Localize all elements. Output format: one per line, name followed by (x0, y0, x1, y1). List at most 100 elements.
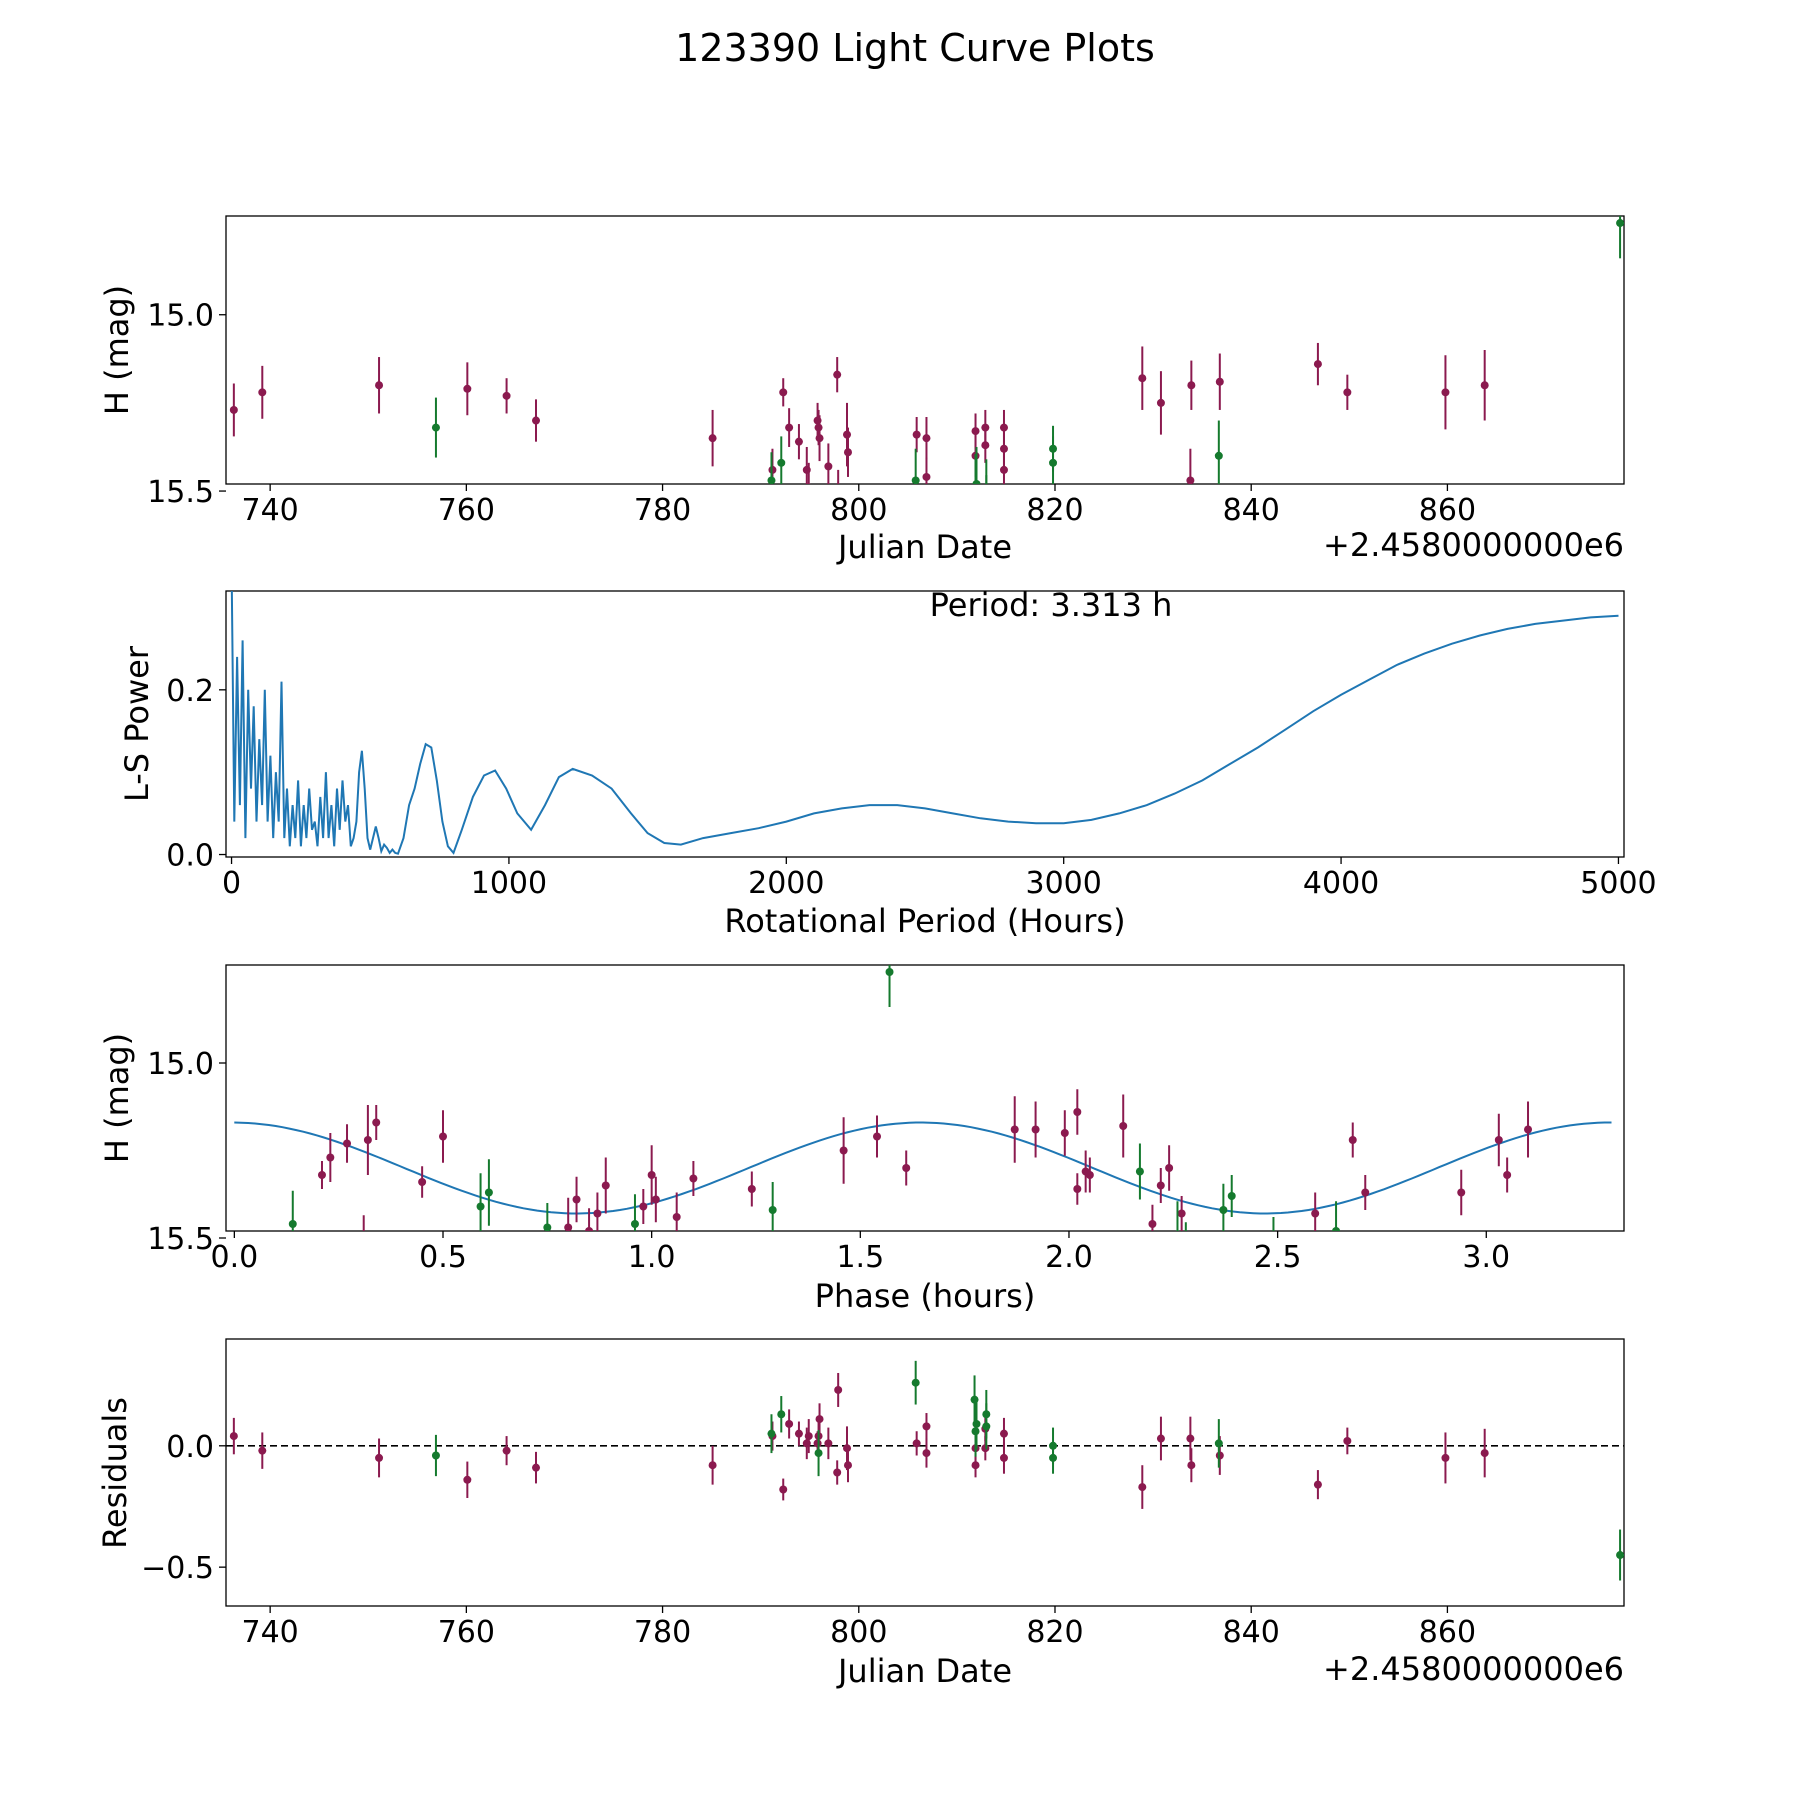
residuals-green-point (972, 1419, 981, 1428)
residuals-green-point (767, 1429, 776, 1438)
lightcurve-red-point (971, 427, 980, 436)
phased-red-point (1073, 1185, 1082, 1193)
lightcurve-red-point (999, 444, 1008, 453)
lightcurve-red-point (981, 441, 990, 450)
lightcurve-green-point (982, 505, 990, 513)
phased-ytick-label: 15.0 (147, 1047, 214, 1082)
lightcurve-red-point (1156, 398, 1165, 407)
lightcurve-red-point (229, 405, 238, 414)
periodogram-axes: 0 1000 2000 3000 4000 5000 0.0 0.2 (166, 674, 1656, 901)
residuals-red-point (1343, 1436, 1352, 1445)
residuals-green-point (814, 1449, 823, 1458)
lightcurve-green-point (911, 476, 920, 484)
phased-xtick-label: 2.5 (1254, 1240, 1302, 1275)
phased-plot-frame (225, 964, 1625, 1232)
lightcurve-red-point (1186, 476, 1195, 484)
residuals-red-point (785, 1419, 794, 1428)
phased-red-point (1177, 1209, 1186, 1218)
residuals-axes: 740 760 780 800 820 840 860 0.0 −0.5 (141, 1430, 1476, 1650)
phased-red-point (363, 1136, 372, 1144)
lightcurve-red-point (1480, 381, 1489, 390)
lightcurve-red-point (785, 423, 794, 432)
lightcurve-red-point (824, 462, 833, 471)
phased-marks (234, 965, 1612, 1274)
lightcurve-xtick-label: 760 (438, 493, 495, 528)
lightcurve-ylabel: H (mag) (98, 285, 136, 415)
lightcurve-xtick-label: 820 (1026, 493, 1083, 528)
phased-green-point (484, 1188, 493, 1197)
phased-red-point (593, 1209, 602, 1218)
residuals-plot-frame (225, 1338, 1625, 1607)
residuals-xtick-label: 860 (1419, 1615, 1476, 1650)
phased-red-point (564, 1223, 573, 1231)
phased-green-point (1219, 1206, 1228, 1214)
residuals-red-point (999, 1453, 1008, 1462)
periodogram-ytick-label: 0.0 (166, 839, 214, 874)
phased-red-point (1010, 1125, 1019, 1134)
residuals-red-point (229, 1432, 238, 1441)
lightcurve-red-point (794, 437, 803, 446)
lightcurve-red-point (833, 370, 842, 379)
phased-red-point (1361, 1188, 1370, 1197)
phased-red-point (601, 1181, 610, 1190)
phased-red-point (1311, 1209, 1320, 1218)
phased-green-point (1182, 1252, 1190, 1260)
residuals-red-point (922, 1422, 931, 1431)
phased-xlabel: Phase (hours) (815, 1277, 1036, 1315)
lightcurve-red-point (375, 381, 384, 390)
residuals-green-point (911, 1378, 920, 1387)
phased-green-point (476, 1202, 485, 1211)
phased-red-point (639, 1202, 648, 1211)
phased-red-point (672, 1213, 681, 1221)
lightcurve-xlabel: Julian Date (836, 528, 1012, 566)
lightcurve-xtick-label: 740 (242, 493, 299, 528)
lightcurve-red-point (922, 434, 931, 443)
lightcurve-red-point (779, 388, 788, 397)
periodogram-xtick-label: 5000 (1580, 866, 1656, 901)
periodogram-panel: 0 1000 2000 3000 4000 5000 0.0 0.2 Period: 3.31… (118, 586, 1657, 940)
residuals-red-point (1156, 1434, 1165, 1443)
lightcurve-red-point (258, 388, 267, 397)
residuals-red-point (1186, 1434, 1195, 1443)
residuals-red-point (502, 1446, 511, 1455)
phased-red-point (326, 1153, 335, 1162)
periodogram-xtick-label: 1000 (471, 866, 547, 901)
lightcurve-red-point (463, 384, 472, 393)
residuals-red-point (1138, 1483, 1147, 1492)
lightcurve-green-point (1214, 451, 1223, 460)
residuals-xtick-label: 820 (1026, 1615, 1083, 1650)
periodogram-xtick-label: 0 (222, 866, 241, 901)
residuals-marks (226, 1360, 1624, 1581)
phased-red-point (1165, 1164, 1174, 1172)
residuals-red-point (1480, 1449, 1489, 1458)
phased-red-point (647, 1171, 656, 1179)
lightcurve-marks (229, 216, 1624, 513)
residuals-red-point (843, 1461, 852, 1470)
lightcurve-xtick-label: 780 (634, 493, 691, 528)
phased-panel: 0.0 0.5 1.0 1.5 2.0 2.5 3.0 15.0 15.5 Phase (hou… (98, 964, 1625, 1315)
periodogram-power-line (230, 591, 1619, 855)
lightcurve-red-point (806, 483, 811, 484)
lightcurve-green-point (1049, 458, 1058, 467)
lightcurve-red-point (708, 434, 717, 443)
phased-red-point (1119, 1122, 1128, 1130)
phased-red-point (585, 1227, 594, 1231)
periodogram-plot-frame (225, 590, 1625, 858)
lightcurve-green-point (1616, 219, 1624, 228)
phased-green-point (1165, 1266, 1173, 1274)
residuals-red-point (708, 1461, 717, 1470)
residuals-xtick-label: 760 (438, 1615, 495, 1650)
residuals-ytick-label: −0.5 (141, 1551, 214, 1586)
lightcurve-red-point (1138, 374, 1147, 383)
phased-red-point (1085, 1171, 1094, 1179)
phased-red-point (360, 1234, 368, 1242)
residuals-red-point (1441, 1453, 1450, 1462)
lightcurve-red-point (843, 448, 852, 457)
phased-green-point (630, 1220, 639, 1228)
residuals-red-point (815, 1415, 824, 1424)
phased-red-point (317, 1171, 326, 1179)
phased-red-point (418, 1178, 427, 1186)
lightcurve-red-point (815, 434, 824, 443)
lightcurve-xtick-label: 860 (1419, 493, 1476, 528)
phased-red-point (1031, 1125, 1040, 1134)
